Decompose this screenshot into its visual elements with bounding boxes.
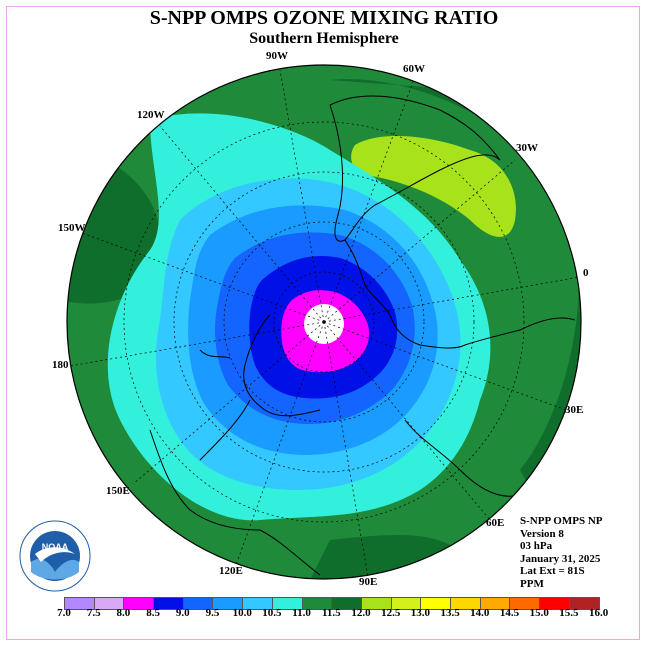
colorbar-ticks: 7.0 7.5 8.0 8.5 9.0 9.5 10.0 10.5 11.0 11.5 12.0 12…: [52, 607, 608, 621]
colorbar-tick-label: 8.0: [116, 607, 131, 619]
colorbar-tick-label: 10.0: [232, 607, 252, 619]
logo-text: NOAA: [42, 542, 69, 552]
colorbar-tick-label: 11.0: [292, 607, 311, 619]
colorbar-tick-label: 13.0: [410, 607, 431, 619]
colorbar-tick-label: 7.0: [57, 607, 71, 619]
colorbar-cell: [510, 598, 540, 609]
colorbar-cell: [183, 598, 214, 609]
colorbar-tick-label: 10.5: [262, 607, 282, 619]
colorbar-tick-label: 16.0: [588, 607, 609, 619]
colorbar-cell: [361, 598, 392, 609]
colorbar-tick-label: 12.0: [351, 607, 371, 619]
colorbar-tick-label: 14.5: [499, 607, 520, 619]
colorbar-tick-label: 9.0: [175, 607, 190, 619]
lon-label-150w: 150W: [58, 222, 86, 234]
region-dark-green: [330, 79, 581, 540]
info-unit: PPM: [520, 577, 544, 590]
lon-label-30w: 30W: [516, 142, 538, 154]
region-dark-green-bottom: [300, 535, 460, 579]
colorbar-cell: [65, 598, 95, 609]
colorbar-cell: [243, 598, 273, 609]
colorbar-cell: [540, 598, 570, 609]
colorbar-cell: [569, 598, 600, 609]
colorbar-tick-label: 11.5: [321, 607, 341, 619]
noaa-logo: NOAA: [19, 520, 91, 592]
colorbar-tick-label: 15.5: [559, 607, 579, 619]
lon-label-150e: 150E: [106, 485, 130, 497]
colorbar-cell: [421, 598, 451, 609]
info-instrument: S-NPP OMPS NP: [520, 515, 603, 527]
colorbar-tick-label: 9.5: [205, 607, 220, 619]
colorbar: [64, 597, 601, 610]
map-subtitle: Southern Hemisphere: [249, 30, 399, 47]
lon-label-180: 180: [52, 359, 69, 371]
lon-label-0: 0: [583, 267, 589, 279]
colorbar-cell: [213, 598, 244, 609]
colorbar-tick-label: 8.5: [146, 607, 160, 619]
colorbar-cell: [154, 598, 184, 609]
info-date: January 31, 2025: [520, 552, 601, 565]
colorbar-cell: [450, 598, 481, 609]
info-pressure: 03 hPa: [520, 540, 553, 552]
colorbar-tick-label: 12.5: [381, 607, 401, 619]
region-yellow-green: [351, 135, 516, 237]
info-lat-ext: Lat Ext = 81S: [520, 565, 585, 577]
colorbar-tick-label: 7.5: [86, 607, 101, 619]
colorbar-cell: [272, 598, 303, 609]
map-border: [66, 64, 582, 580]
lon-label-60w: 60W: [403, 63, 425, 75]
colorbar-cell: [480, 598, 511, 609]
plot-frame: [6, 6, 640, 640]
graticule: [69, 69, 581, 578]
lon-label-90w: 90W: [266, 50, 288, 62]
coastlines: [149, 95, 576, 576]
colorbar-cell: [124, 598, 155, 609]
lon-label-60e: 60E: [486, 517, 505, 529]
lon-label-90e: 90E: [359, 576, 378, 588]
lon-label-120w: 120W: [137, 109, 165, 121]
colorbar-cell: [94, 598, 125, 609]
colorbar-cell: [391, 598, 422, 609]
lon-label-30e: 30E: [565, 404, 584, 416]
colorbar-tick-label: 13.5: [440, 607, 460, 619]
map-title: S-NPP OMPS OZONE MIXING RATIO: [149, 7, 499, 29]
colorbar-tick-label: 15.0: [529, 607, 549, 619]
colorbar-cell: [302, 598, 333, 609]
colorbar-cell: [332, 598, 362, 609]
lon-label-120e: 120E: [219, 565, 243, 577]
info-block: S-NPP OMPS NP Version 8 03 hPa January 3…: [520, 515, 603, 590]
info-version: Version 8: [520, 527, 564, 540]
colorbar-tick-label: 14.0: [470, 607, 490, 619]
